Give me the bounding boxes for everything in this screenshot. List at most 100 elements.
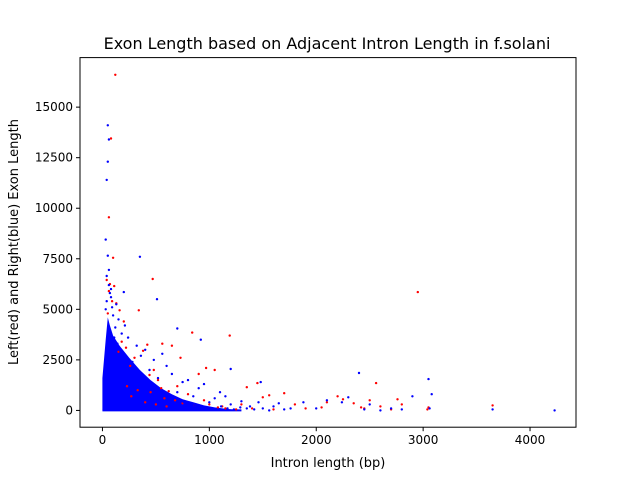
scatter-point [229,367,232,371]
scatter-point [148,373,151,377]
scatter-point [347,396,350,399]
scatter-point [193,404,196,407]
scatter-point [176,385,179,388]
scatter-point [427,377,430,381]
scatter-point [146,343,149,346]
scatter-point [261,396,264,399]
y-tick-label: 12500 [35,151,73,165]
scatter-point [120,332,123,335]
scatter-point [389,407,393,410]
scatter-point [111,314,115,317]
scatter-point [140,380,144,384]
scatter-point [144,401,147,404]
scatter-point [129,370,132,374]
y-tick-label: 2500 [42,353,73,367]
scatter-point [113,284,116,288]
scatter-point [268,409,271,412]
scatter-point [226,407,229,410]
scatter-point [218,391,222,394]
scatter-point [149,391,152,394]
scatter-point [179,356,182,359]
scatter-point [261,407,264,410]
scatter-point [256,381,259,385]
scatter-point [163,397,166,400]
scatter-point [396,398,399,401]
scatter-point [357,371,361,375]
scatter-point [114,326,117,329]
scatter-point [107,268,111,272]
scatter-point [105,178,108,182]
scatter-point [208,403,211,406]
scatter-point [411,395,414,398]
scatter-point [219,405,223,408]
y-tick-label: 10000 [35,201,73,215]
scatter-point [107,216,111,219]
scatter-point [240,400,243,403]
scatter-point [209,407,212,410]
scatter-point [170,344,174,347]
scatter-point [239,406,242,409]
scatter-point [430,393,433,396]
scatter-points [104,73,556,412]
scatter-point [166,395,169,398]
scatter-point [213,368,216,372]
scatter-point [104,308,107,311]
scatter-point [135,344,138,347]
scatter-point [114,73,117,77]
scatter-point [118,309,121,312]
scatter-point [426,408,429,411]
scatter-point [245,407,248,410]
scatter-point [197,372,200,376]
scatter-point [126,336,130,339]
scatter-point [293,403,297,406]
scatter-point [187,403,191,406]
scatter-point [125,385,129,388]
scatter-point [170,372,174,376]
scatter-point [245,386,248,389]
scatter-point [553,409,556,412]
scatter-point [161,352,164,355]
scatter-point [106,312,110,315]
scatter-point [138,255,142,258]
scatter-point [248,405,252,408]
scatter-point [416,290,419,294]
scatter-point [400,408,403,411]
scatter-point [156,378,160,382]
scatter-point [257,401,260,404]
scatter-point [177,399,180,402]
dense-point-cluster [102,317,242,412]
scatter-point [325,399,329,402]
scatter-point [133,372,136,376]
plot-area-frame [79,57,577,428]
scatter-point [268,394,271,397]
dense-cluster-area [102,317,242,411]
scatter-point [155,298,159,301]
scatter-point [352,402,355,405]
scatter-point [129,364,132,368]
scatter-point [186,378,190,382]
scatter-point [289,407,292,410]
scatter-point [213,397,216,400]
scatter-point [145,382,148,386]
scatter-point [224,407,227,410]
scatter-point [320,406,323,409]
scatter-point [153,389,156,392]
y-axis: 0 2500 5000 7500 10000 12500 15000 [35,100,80,417]
scatter-point [283,392,286,395]
scatter-point [122,320,126,323]
scatter-point [197,387,200,390]
scatter-point [122,290,126,294]
scatter-point [104,238,107,241]
scatter-point [234,408,238,411]
scatter-point [107,138,111,141]
scatter-point [336,395,339,398]
scatter-point [107,283,111,287]
scatter-point [379,409,382,412]
scatter-point [250,407,254,410]
y-tick-label: 7500 [42,252,73,266]
scatter-point [119,350,122,353]
scatter-point [130,395,133,398]
scatter-point [304,407,307,410]
scatter-point [400,403,403,406]
